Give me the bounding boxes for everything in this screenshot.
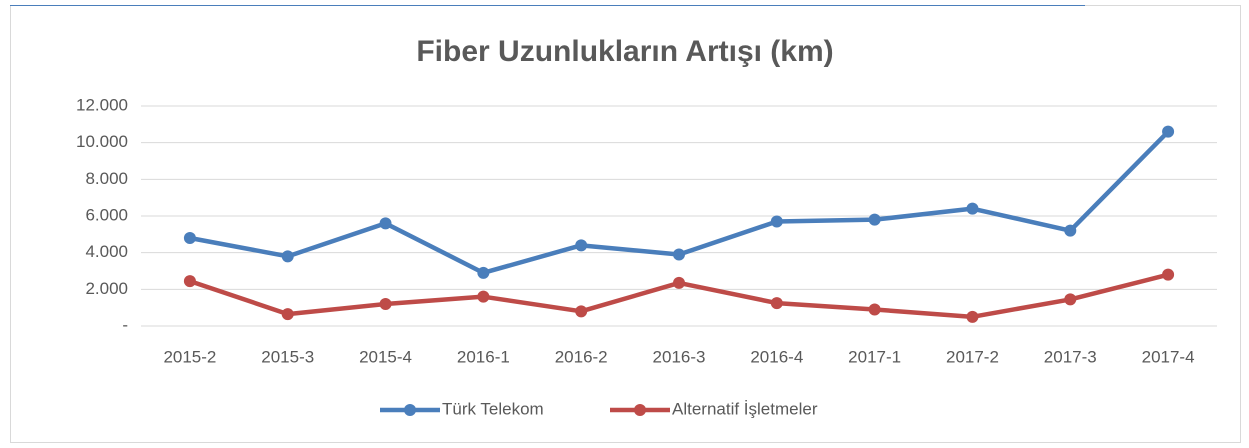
data-point [1162,125,1175,138]
data-point [575,305,588,318]
x-tick-label: 2016-2 [555,347,608,366]
x-tick-label: 2016-1 [457,347,510,366]
y-tick-label: 8.000 [85,169,128,188]
data-point [379,298,392,310]
x-tick-label: 2015-4 [359,347,412,366]
data-point [379,217,392,230]
y-tick-label: - [122,315,128,334]
y-tick-label: 10.000 [76,132,128,151]
data-point [868,303,881,316]
data-point [673,248,685,261]
x-tick-label: 2015-2 [163,347,216,366]
y-tick-label: 2.000 [85,279,128,298]
x-tick-label: 2017-2 [946,347,999,366]
data-point [183,275,196,288]
x-tick-label: 2017-1 [848,347,901,366]
y-tick-label: 6.000 [85,205,128,224]
data-point [868,213,881,226]
x-tick-label: 2017-3 [1044,347,1097,366]
data-point [1162,268,1175,281]
data-point [1064,224,1077,237]
data-point [281,308,294,321]
chart-title: Fiber Uzunlukların Artışı (km) [416,35,833,68]
x-tick-label: 2016-3 [653,347,706,366]
data-point [966,310,979,323]
data-point [966,202,979,215]
x-tick-label: 2016-4 [750,347,803,366]
data-point [183,232,196,244]
legend-marker [404,404,416,416]
data-point [770,297,783,310]
data-point [477,266,490,279]
data-point [673,276,685,289]
chart-frame [10,5,1241,443]
data-point [575,239,588,252]
data-point [1064,293,1077,306]
data-point [770,215,783,228]
x-tick-label: 2015-3 [261,347,314,366]
legend-label: Türk Telekom [442,399,544,418]
legend-marker [634,404,646,416]
y-tick-label: 4.000 [85,242,128,261]
legend-label: Alternatif İşletmeler [672,399,818,418]
x-tick-label: 2017-4 [1142,347,1195,366]
data-point [281,250,294,263]
y-tick-label: 12.000 [76,95,128,114]
data-point [477,290,490,303]
